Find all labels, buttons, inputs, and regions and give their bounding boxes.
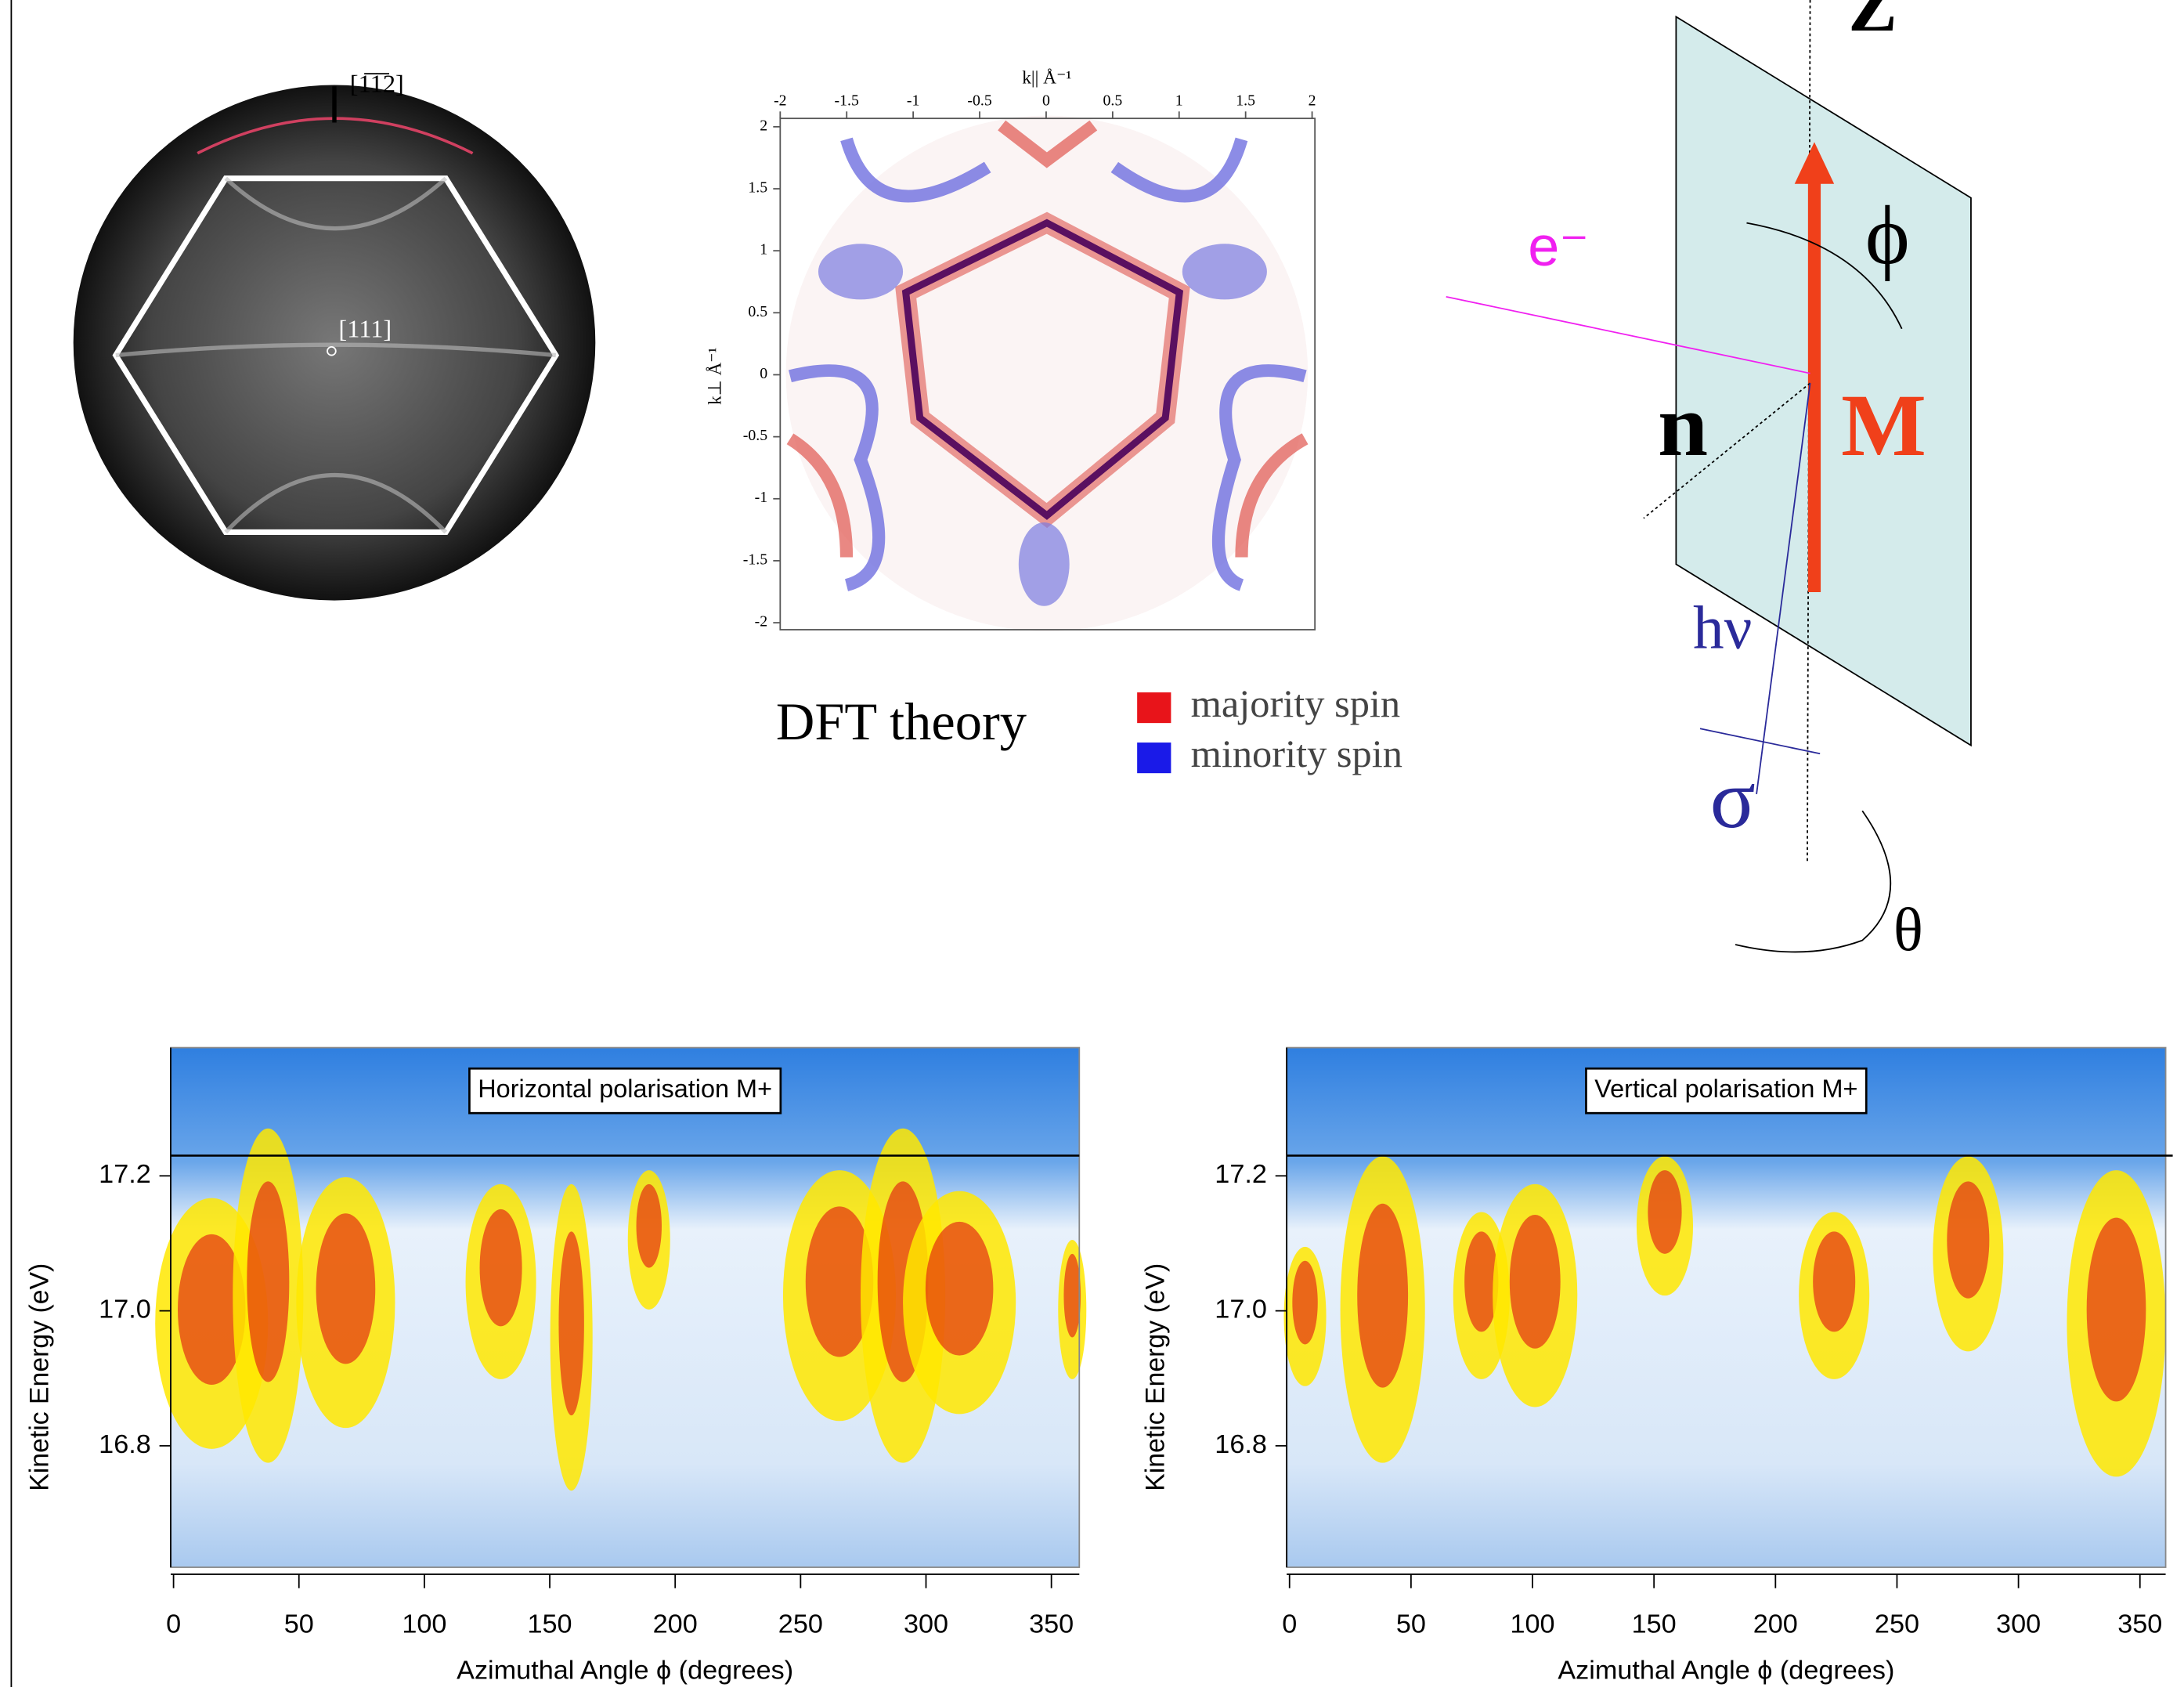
y-axis-label: k⊥ Å⁻¹: [706, 348, 726, 405]
x-axis-label: Azimuthal Angle ϕ (degrees): [457, 1656, 793, 1686]
caption: DFT theory: [776, 692, 1027, 751]
intensity-blob: [1813, 1231, 1855, 1331]
direction-label: [1̅1̅2]: [350, 70, 404, 98]
y-tick-label: 0: [760, 365, 767, 382]
intensity-blob: [558, 1231, 583, 1415]
intensity-blob: [316, 1213, 376, 1364]
x-tick-label: 300: [1996, 1610, 2041, 1639]
intensity-blob: [1648, 1170, 1681, 1254]
intensity-blob: [2087, 1218, 2146, 1402]
x-tick-label: 1: [1175, 92, 1183, 109]
normal-label: n: [1658, 376, 1708, 475]
x-tick-label: 50: [284, 1610, 314, 1639]
intensity-blob: [247, 1181, 289, 1382]
legend-swatch: [1137, 692, 1171, 723]
legend-label: majority spin: [1191, 681, 1401, 725]
x-tick-label: 2: [1309, 92, 1316, 109]
figure: [1̅1̅2] [111] Z e⁻ ϕ n M hν σ θ 05010015…: [0, 0, 2184, 1687]
magnetization-label: M: [1841, 376, 1926, 475]
x-tick-label: 300: [904, 1610, 948, 1639]
x-tick-label: 150: [528, 1610, 572, 1639]
x-tick-label: -1: [907, 92, 920, 109]
y-tick-label: 1: [760, 241, 767, 258]
intensity-blob: [926, 1222, 993, 1356]
x-tick-label: 250: [778, 1610, 823, 1639]
y-tick-label: -1: [755, 489, 768, 506]
x-tick-label: 100: [1510, 1610, 1554, 1639]
legend-swatch: [1137, 743, 1171, 773]
theta-label: θ: [1893, 897, 1923, 964]
y-tick-label: 2: [760, 117, 767, 134]
electron-label: e⁻: [1528, 215, 1589, 277]
y-tick-label: 16.8: [1215, 1429, 1267, 1459]
x-tick-label: 1.5: [1236, 92, 1255, 109]
x-tick-label: 50: [1396, 1610, 1426, 1639]
intensity-blob: [1292, 1261, 1317, 1345]
y-tick-label: 16.8: [99, 1429, 151, 1459]
x-tick-label: 200: [1753, 1610, 1798, 1639]
intensity-blob: [1947, 1181, 1989, 1298]
x-tick-label: 0.5: [1103, 92, 1122, 109]
x-axis-label: Azimuthal Angle ϕ (degrees): [1558, 1656, 1894, 1686]
intensity-blob: [480, 1209, 522, 1326]
y-tick-label: 17.2: [99, 1159, 151, 1189]
y-tick-label: -1.5: [743, 551, 768, 569]
y-axis-label: Kinetic Energy (eV): [24, 1263, 54, 1491]
x-tick-label: -2: [774, 92, 787, 109]
x-tick-label: 150: [1632, 1610, 1677, 1639]
x-tick-label: 200: [653, 1610, 698, 1639]
chart-title: Horizontal polarisation M+: [478, 1075, 772, 1103]
y-tick-label: -2: [755, 613, 768, 631]
direction-label: [111]: [338, 315, 392, 343]
legend-label: minority spin: [1191, 732, 1402, 775]
intensity-blob: [1063, 1254, 1081, 1338]
intensity-blob: [1510, 1215, 1561, 1349]
y-axis-label: Kinetic Energy (eV): [1140, 1263, 1170, 1491]
axis-symbol: Z: [1848, 0, 1897, 47]
y-tick-label: 1.5: [748, 179, 767, 197]
geometry-diagram: [1446, 0, 1971, 952]
x-tick-label: 350: [1029, 1610, 1074, 1639]
x-tick-label: 250: [1875, 1610, 1919, 1639]
x-tick-label: 350: [2117, 1610, 2162, 1639]
y-tick-label: 17.2: [1215, 1159, 1267, 1189]
spin-contours: [786, 116, 1309, 631]
y-tick-label: 0.5: [748, 303, 767, 320]
chart-title: Vertical polarisation M+: [1594, 1075, 1857, 1103]
x-tick-label: 100: [402, 1610, 446, 1639]
x-tick-label: -0.5: [967, 92, 992, 109]
polarisation-label: σ: [1710, 753, 1756, 846]
y-tick-label: -0.5: [743, 427, 768, 444]
y-tick-label: 17.0: [1215, 1295, 1267, 1324]
x-tick-label: 0: [1282, 1610, 1297, 1639]
intensity-blob: [1357, 1204, 1408, 1388]
y-tick-label: 17.0: [99, 1295, 151, 1324]
phi-label: ϕ: [1865, 189, 1910, 281]
leed-pattern: [74, 85, 596, 601]
x-tick-label: -1.5: [835, 92, 860, 109]
x-tick-label: 0: [1042, 92, 1050, 109]
photon-label: hν: [1693, 594, 1752, 662]
intensity-blob: [637, 1184, 662, 1268]
x-tick-label: 0: [166, 1610, 181, 1639]
x-axis-label: k|| Å⁻¹: [1022, 68, 1071, 89]
